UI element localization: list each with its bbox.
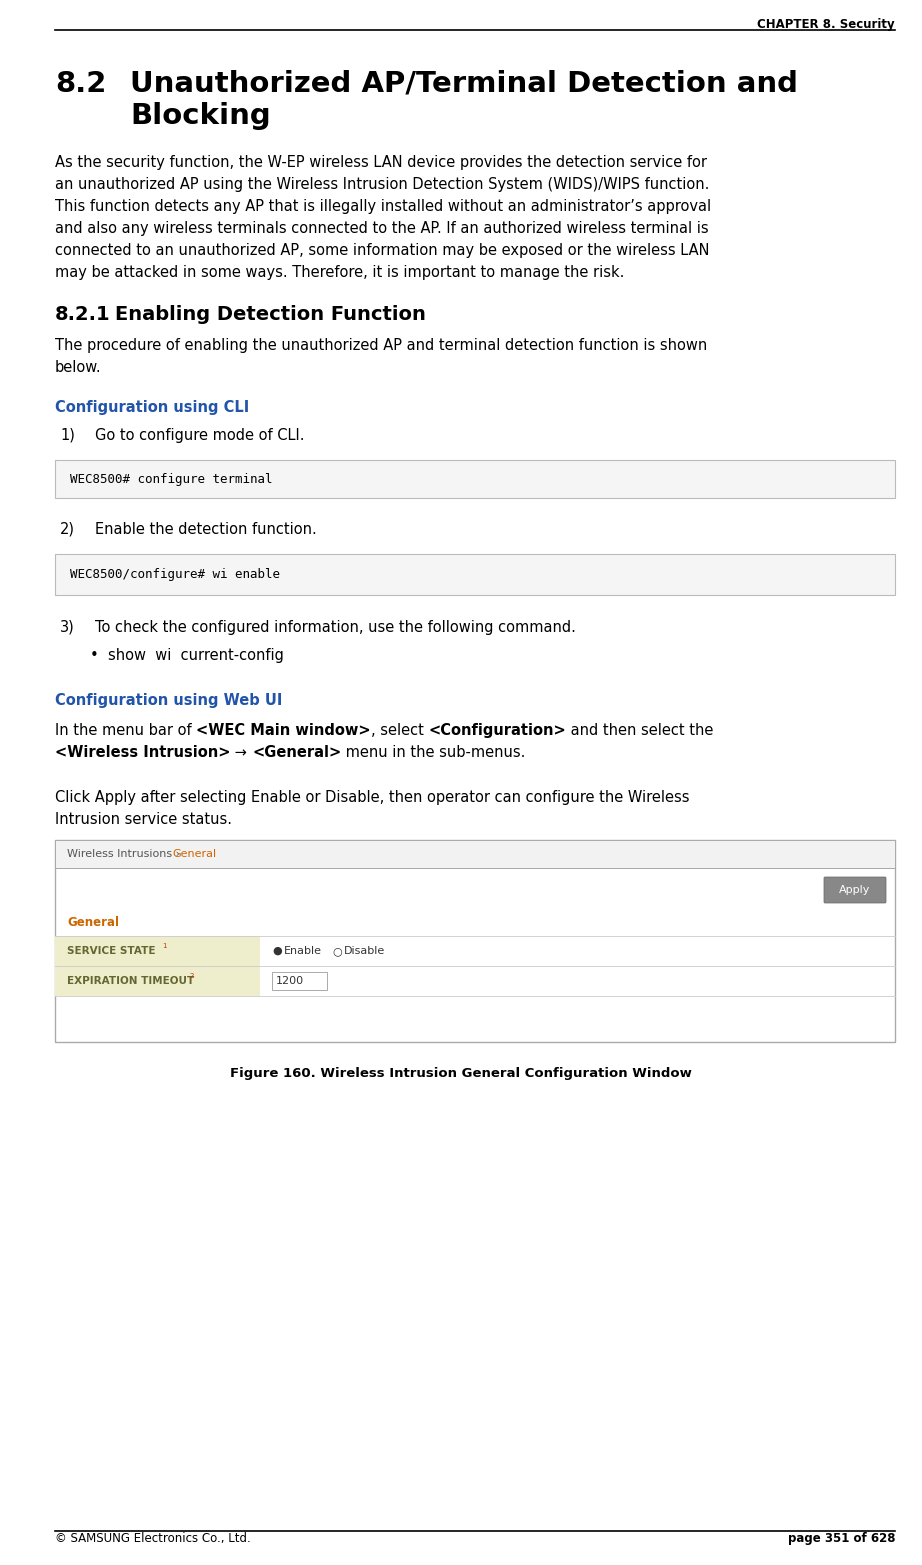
Text: Wireless Intrusions ›: Wireless Intrusions ›	[67, 848, 183, 859]
Text: 1: 1	[162, 944, 167, 948]
FancyBboxPatch shape	[824, 876, 886, 903]
Text: 8.2.1: 8.2.1	[55, 305, 111, 324]
Text: In the menu bar of: In the menu bar of	[55, 723, 196, 739]
Text: Disable: Disable	[344, 945, 385, 956]
FancyBboxPatch shape	[55, 554, 895, 595]
Text: <General>: <General>	[252, 745, 341, 761]
Text: General: General	[67, 916, 119, 930]
FancyBboxPatch shape	[272, 972, 327, 991]
Text: below.: below.	[55, 360, 101, 376]
Text: 1): 1)	[60, 427, 75, 443]
Text: →: →	[230, 745, 252, 761]
FancyBboxPatch shape	[55, 840, 895, 869]
Text: 2: 2	[190, 973, 195, 980]
Text: , select: , select	[371, 723, 429, 739]
Text: <Wireless Intrusion>: <Wireless Intrusion>	[55, 745, 230, 761]
Text: •  show  wi  current-config: • show wi current-config	[90, 648, 284, 664]
Text: WEC8500# configure terminal: WEC8500# configure terminal	[70, 473, 273, 485]
Text: Configuration using Web UI: Configuration using Web UI	[55, 693, 282, 707]
Text: The procedure of enabling the unauthorized AP and terminal detection function is: The procedure of enabling the unauthoriz…	[55, 338, 707, 354]
Text: page 351 of 628: page 351 of 628	[787, 1532, 895, 1545]
Text: Configuration using CLI: Configuration using CLI	[55, 401, 249, 415]
Text: menu in the sub-menus.: menu in the sub-menus.	[341, 745, 526, 761]
Text: Go to configure mode of CLI.: Go to configure mode of CLI.	[95, 427, 304, 443]
Text: CHAPTER 8. Security: CHAPTER 8. Security	[757, 19, 895, 31]
Text: 8.2: 8.2	[55, 70, 106, 99]
Text: WEC8500/configure# wi enable: WEC8500/configure# wi enable	[70, 568, 280, 581]
Text: © SAMSUNG Electronics Co., Ltd.: © SAMSUNG Electronics Co., Ltd.	[55, 1532, 251, 1545]
FancyBboxPatch shape	[55, 966, 260, 995]
FancyBboxPatch shape	[55, 936, 260, 966]
Text: and also any wireless terminals connected to the AP. If an authorized wireless t: and also any wireless terminals connecte…	[55, 221, 709, 236]
Text: Enable: Enable	[284, 945, 322, 956]
Text: Apply: Apply	[839, 884, 870, 895]
Text: may be attacked in some ways. Therefore, it is important to manage the risk.: may be attacked in some ways. Therefore,…	[55, 264, 624, 280]
Text: 2): 2)	[60, 523, 75, 537]
Text: <WEC Main window>: <WEC Main window>	[196, 723, 371, 739]
Text: Click Apply after selecting Enable or Disable, then operator can configure the W: Click Apply after selecting Enable or Di…	[55, 790, 690, 804]
Text: Enabling Detection Function: Enabling Detection Function	[115, 305, 426, 324]
Text: <Configuration>: <Configuration>	[429, 723, 566, 739]
Text: As the security function, the W-EP wireless LAN device provides the detection se: As the security function, the W-EP wirel…	[55, 155, 707, 171]
Text: To check the configured information, use the following command.: To check the configured information, use…	[95, 620, 576, 635]
Text: and then select the: and then select the	[566, 723, 714, 739]
Text: connected to an unauthorized AP, some information may be exposed or the wireless: connected to an unauthorized AP, some in…	[55, 243, 710, 258]
Text: Figure 160. Wireless Intrusion General Configuration Window: Figure 160. Wireless Intrusion General C…	[230, 1067, 692, 1080]
Text: ○: ○	[332, 945, 342, 956]
Text: Enable the detection function.: Enable the detection function.	[95, 523, 317, 537]
Text: Blocking: Blocking	[130, 102, 271, 130]
Text: SERVICE STATE: SERVICE STATE	[67, 945, 156, 956]
Text: General: General	[172, 848, 216, 859]
FancyBboxPatch shape	[55, 840, 895, 1042]
Text: 3): 3)	[60, 620, 75, 635]
Text: an unauthorized AP using the Wireless Intrusion Detection System (WIDS)/WIPS fun: an unauthorized AP using the Wireless In…	[55, 177, 709, 192]
FancyBboxPatch shape	[55, 460, 895, 498]
Text: Intrusion service status.: Intrusion service status.	[55, 812, 232, 826]
Text: This function detects any AP that is illegally installed without an administrato: This function detects any AP that is ill…	[55, 199, 711, 214]
Text: 1200: 1200	[276, 977, 304, 986]
Text: EXPIRATION TIMEOUT: EXPIRATION TIMEOUT	[67, 977, 195, 986]
Text: Unauthorized AP/Terminal Detection and: Unauthorized AP/Terminal Detection and	[130, 70, 798, 99]
Text: ●: ●	[272, 945, 282, 956]
